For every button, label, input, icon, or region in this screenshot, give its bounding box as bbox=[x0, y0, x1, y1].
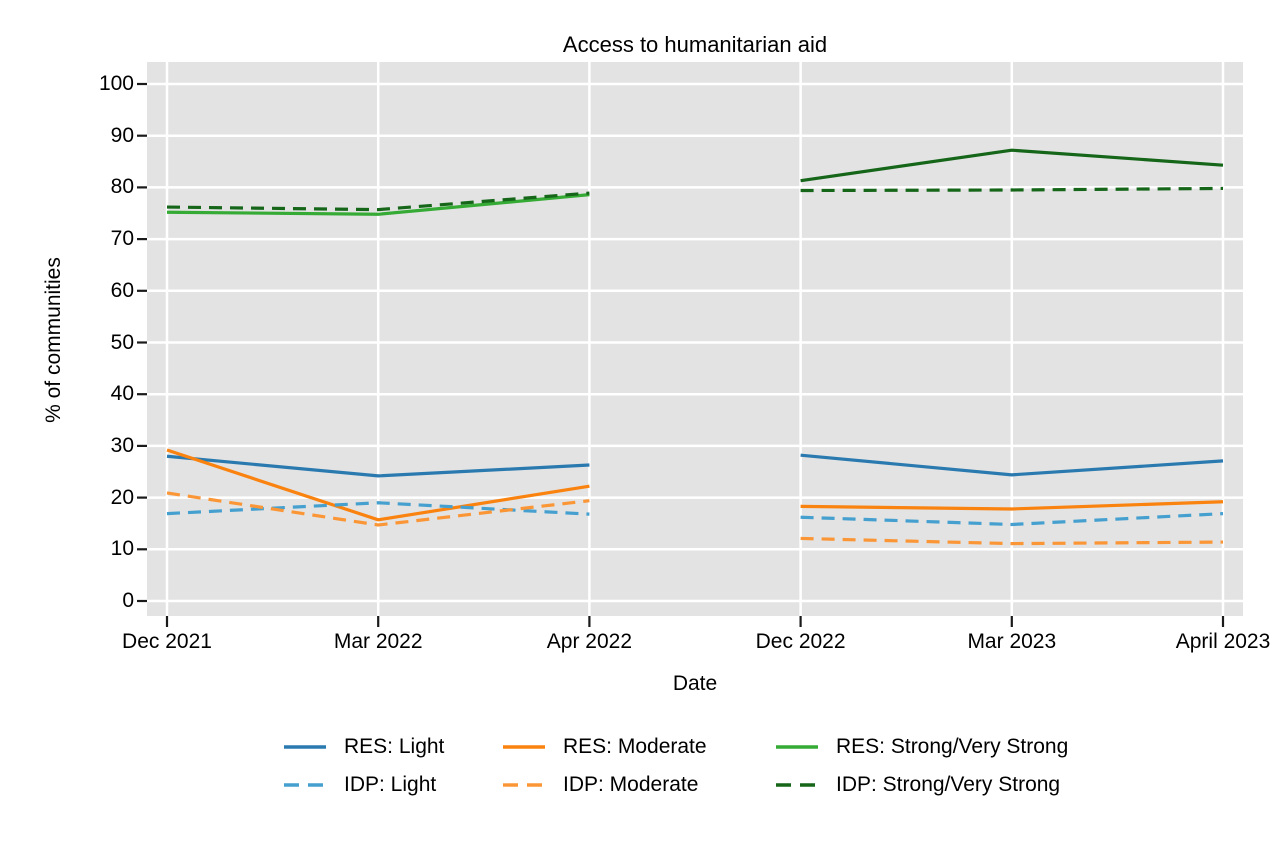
legend-column: RES: Moderate IDP: Moderate bbox=[503, 728, 707, 804]
y-tick-label: 0 bbox=[122, 589, 134, 612]
legend-line-swatch bbox=[776, 745, 818, 749]
plot-background bbox=[147, 62, 1243, 616]
y-tick-label: 50 bbox=[110, 330, 134, 354]
legend-line-swatch bbox=[284, 745, 326, 749]
legend-label: IDP: Strong/Very Strong bbox=[836, 773, 1061, 796]
series-line-idp-strong-very-strong bbox=[800, 186, 1224, 193]
chart-title: Access to humanitarian aid bbox=[562, 32, 828, 57]
y-tick-label: 100 bbox=[98, 72, 134, 95]
y-tick-label: 80 bbox=[110, 175, 134, 199]
series-line-res-moderate bbox=[800, 500, 1224, 511]
legend-line-swatch bbox=[776, 783, 818, 787]
x-axis-label: Date bbox=[672, 672, 718, 695]
series-line-res-strong-very-strong bbox=[166, 193, 590, 216]
y-tick-label: 70 bbox=[110, 227, 134, 251]
legend-label: IDP: Moderate bbox=[563, 773, 699, 796]
x-tick-label: Dec 2021 bbox=[122, 630, 212, 653]
legend-item: IDP: Strong/Very Strong bbox=[776, 766, 1068, 804]
x-tick-label: Mar 2022 bbox=[333, 630, 423, 653]
legend-item: RES: Light bbox=[284, 728, 444, 766]
x-tick-label: Dec 2022 bbox=[755, 630, 846, 653]
legend-label: IDP: Light bbox=[344, 773, 437, 796]
series-line-res-moderate bbox=[166, 448, 590, 522]
legend-column: RES: Strong/Very Strong IDP: Strong/Very … bbox=[776, 728, 1068, 804]
series-line-idp-strong-very-strong bbox=[166, 191, 590, 212]
series-line-res-light bbox=[166, 454, 590, 478]
legend-line-swatch bbox=[503, 745, 545, 749]
legend-column: RES: Light IDP: Light bbox=[284, 728, 444, 804]
x-tick-label: April 2023 bbox=[1175, 630, 1271, 653]
series-line-idp-moderate bbox=[800, 536, 1224, 546]
legend-label: RES: Light bbox=[344, 735, 445, 758]
legend-item: IDP: Light bbox=[284, 766, 444, 804]
y-tick-label: 60 bbox=[110, 278, 134, 302]
legend-label: RES: Moderate bbox=[563, 735, 707, 758]
legend-label: RES: Strong/Very Strong bbox=[836, 735, 1069, 758]
legend: RES: Light IDP: Light RES: Moderate IDP: Mo… bbox=[0, 728, 1272, 812]
series-line-res-light bbox=[800, 453, 1224, 477]
y-tick-label: 40 bbox=[110, 382, 134, 406]
y-tick-label: 30 bbox=[110, 433, 134, 457]
y-tick-label: 10 bbox=[110, 537, 134, 561]
series-line-idp-light bbox=[800, 512, 1224, 527]
x-tick-label: Mar 2023 bbox=[967, 630, 1057, 653]
legend-line-swatch bbox=[284, 783, 326, 787]
series-line-idp-moderate bbox=[166, 491, 590, 527]
x-tick-label: Apr 2022 bbox=[546, 630, 632, 653]
y-tick-label: 90 bbox=[110, 123, 134, 147]
series-line-res-strong-very-strong bbox=[800, 148, 1224, 183]
series-line-idp-light bbox=[166, 501, 590, 516]
y-tick-label: 20 bbox=[110, 485, 134, 509]
legend-item: IDP: Moderate bbox=[503, 766, 707, 804]
legend-line-swatch bbox=[503, 783, 545, 787]
legend-item: RES: Moderate bbox=[503, 728, 707, 766]
legend-item: RES: Strong/Very Strong bbox=[776, 728, 1068, 766]
